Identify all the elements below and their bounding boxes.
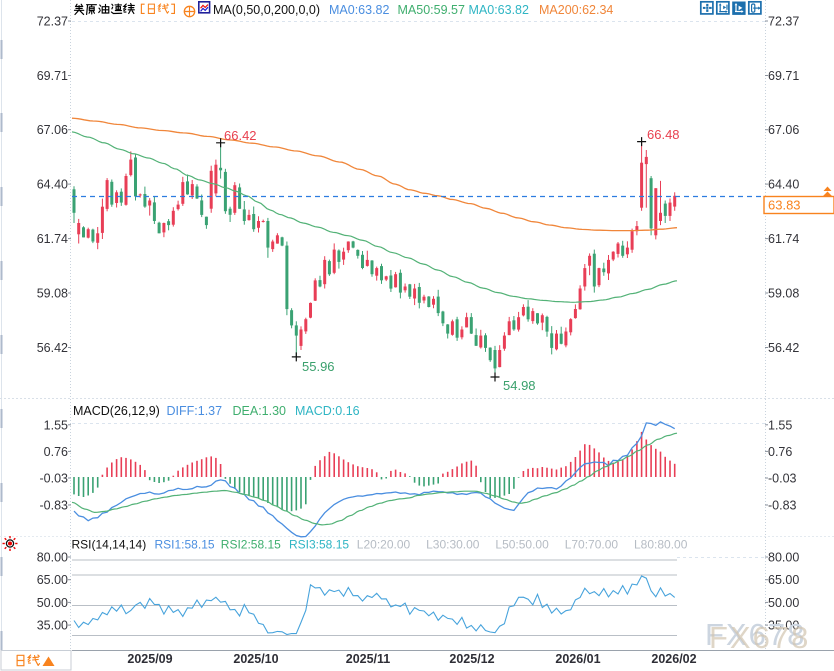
svg-text:66.42: 66.42 — [224, 128, 257, 143]
svg-text:50.00: 50.00 — [768, 596, 799, 610]
svg-text:61.74: 61.74 — [37, 232, 68, 246]
svg-text:1.55: 1.55 — [768, 418, 792, 432]
svg-text:2026/02: 2026/02 — [651, 652, 696, 666]
svg-text:-0.03: -0.03 — [768, 472, 797, 486]
svg-text:MA200:62.34: MA200:62.34 — [539, 3, 613, 17]
svg-text:L20:20.00: L20:20.00 — [357, 538, 411, 552]
svg-text:56.42: 56.42 — [37, 341, 68, 355]
svg-text:2025/09: 2025/09 — [127, 652, 172, 666]
svg-text:54.98: 54.98 — [503, 378, 536, 393]
svg-text:FX678: FX678 — [705, 617, 806, 652]
svg-text:-0.83: -0.83 — [40, 499, 69, 513]
svg-text:67.06: 67.06 — [768, 123, 799, 137]
svg-text:2026/01: 2026/01 — [555, 652, 600, 666]
svg-text:L70:70.00: L70:70.00 — [565, 538, 619, 552]
svg-text:MACD(26,12,9): MACD(26,12,9) — [73, 404, 160, 418]
svg-text:RSI2:58.15: RSI2:58.15 — [221, 538, 281, 552]
svg-text:66.48: 66.48 — [647, 127, 680, 142]
svg-text:MA0:63.82: MA0:63.82 — [329, 3, 390, 17]
svg-text:65.00: 65.00 — [37, 573, 68, 587]
svg-text:DEA:1.30: DEA:1.30 — [233, 404, 287, 418]
svg-text:2025/11: 2025/11 — [346, 652, 391, 666]
svg-text:FX678: FX678 — [709, 620, 810, 655]
svg-text:63.83: 63.83 — [768, 198, 801, 213]
svg-text:MA(0,50,0,200,0,0): MA(0,50,0,200,0,0) — [213, 3, 320, 17]
svg-text:-0.03: -0.03 — [40, 472, 69, 486]
svg-text:69.71: 69.71 — [768, 69, 799, 83]
svg-text:72.37: 72.37 — [768, 15, 799, 29]
svg-text:L50:50.00: L50:50.00 — [495, 538, 549, 552]
svg-text:L80:80.00: L80:80.00 — [634, 538, 688, 552]
svg-text:72.37: 72.37 — [37, 15, 68, 29]
svg-text:80.00: 80.00 — [37, 551, 68, 565]
svg-text:64.40: 64.40 — [37, 178, 68, 192]
svg-text:35.00: 35.00 — [768, 619, 799, 633]
svg-text:DIFF:1.37: DIFF:1.37 — [167, 404, 223, 418]
svg-text:2025/12: 2025/12 — [449, 652, 494, 666]
svg-text:MACD:0.16: MACD:0.16 — [295, 404, 360, 418]
svg-text:0.76: 0.76 — [44, 445, 68, 459]
svg-text:69.71: 69.71 — [37, 69, 68, 83]
svg-text:MA50:59.57: MA50:59.57 — [398, 3, 465, 17]
svg-text:L30:30.00: L30:30.00 — [426, 538, 480, 552]
svg-text:61.74: 61.74 — [768, 232, 799, 246]
svg-text:35.00: 35.00 — [37, 619, 68, 633]
svg-text:1.55: 1.55 — [44, 418, 68, 432]
svg-text:55.96: 55.96 — [302, 359, 335, 374]
svg-text:59.08: 59.08 — [37, 287, 68, 301]
svg-text:0.76: 0.76 — [768, 445, 792, 459]
svg-text:80.00: 80.00 — [768, 551, 799, 565]
svg-text:56.42: 56.42 — [768, 341, 799, 355]
svg-text:64.40: 64.40 — [768, 178, 799, 192]
svg-text:50.00: 50.00 — [37, 596, 68, 610]
svg-text:59.08: 59.08 — [768, 287, 799, 301]
svg-text:-0.83: -0.83 — [768, 499, 797, 513]
svg-text:MA0:63.82: MA0:63.82 — [469, 3, 530, 17]
svg-text:RSI3:58.15: RSI3:58.15 — [289, 538, 349, 552]
svg-text:2025/10: 2025/10 — [233, 652, 278, 666]
svg-text:67.06: 67.06 — [37, 123, 68, 137]
svg-text:65.00: 65.00 — [768, 573, 799, 587]
svg-text:RSI1:58.15: RSI1:58.15 — [155, 538, 215, 552]
svg-text:RSI(14,14,14): RSI(14,14,14) — [72, 538, 147, 552]
